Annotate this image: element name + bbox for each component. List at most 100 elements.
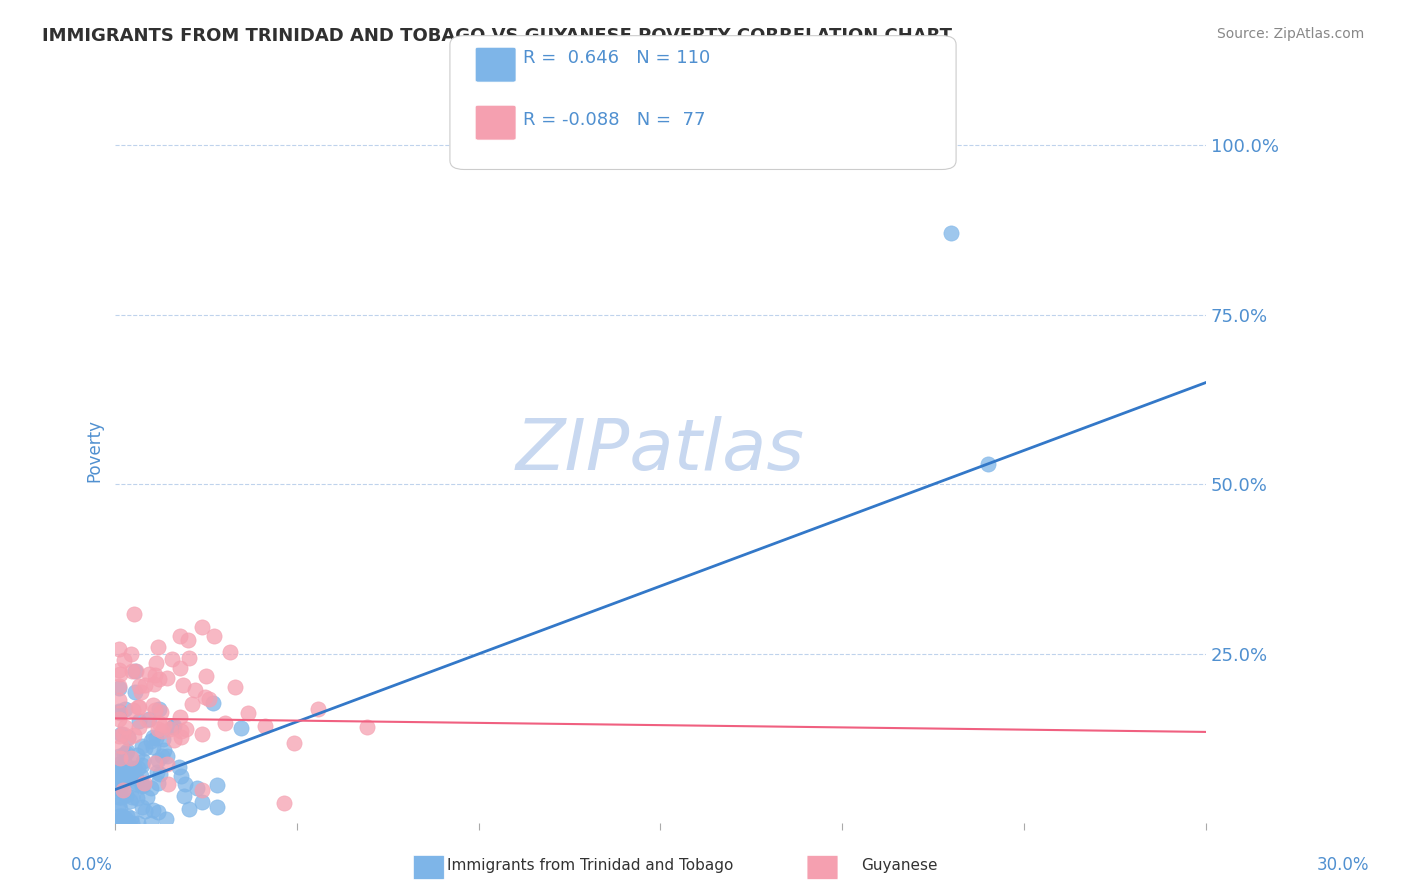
Point xyxy=(121,764,143,779)
Point xyxy=(107,681,129,695)
Point xyxy=(125,665,148,679)
Point xyxy=(218,645,240,659)
Point xyxy=(174,722,197,736)
Point xyxy=(150,705,173,719)
Point xyxy=(194,690,217,704)
Point xyxy=(139,781,162,796)
Point xyxy=(110,739,132,754)
Point xyxy=(273,796,295,810)
Y-axis label: Poverty: Poverty xyxy=(86,419,103,482)
Point xyxy=(156,749,179,764)
Point xyxy=(122,727,145,741)
Point xyxy=(107,679,129,693)
Point xyxy=(110,727,132,741)
Point xyxy=(214,715,236,730)
Point xyxy=(155,812,177,826)
Point xyxy=(108,802,131,816)
Point xyxy=(163,733,186,747)
Point xyxy=(127,761,149,775)
Point xyxy=(110,768,132,782)
Point xyxy=(107,790,129,805)
Point xyxy=(125,777,148,791)
Point xyxy=(224,680,246,694)
Point xyxy=(107,642,129,657)
Point xyxy=(120,794,142,808)
Point xyxy=(110,780,132,794)
Point xyxy=(128,720,150,734)
Point xyxy=(108,666,131,681)
Point xyxy=(131,739,153,753)
Point xyxy=(145,764,167,779)
Point xyxy=(150,723,173,738)
Point xyxy=(108,771,131,785)
Point xyxy=(143,677,166,691)
Point xyxy=(115,788,138,802)
Point xyxy=(146,805,169,819)
Point xyxy=(148,672,170,686)
Point xyxy=(107,761,129,775)
Point xyxy=(124,664,146,678)
Point xyxy=(110,816,132,830)
Point xyxy=(202,629,225,643)
Point xyxy=(107,729,129,743)
Point xyxy=(114,811,136,825)
Point xyxy=(179,802,201,816)
Point xyxy=(148,701,170,715)
Point xyxy=(194,669,217,683)
Point xyxy=(146,640,169,655)
Point xyxy=(254,719,277,733)
Point xyxy=(121,789,143,804)
Point xyxy=(177,651,200,665)
Text: Source: ZipAtlas.com: Source: ZipAtlas.com xyxy=(1216,27,1364,41)
Point xyxy=(107,816,129,830)
Point xyxy=(162,720,184,734)
Point xyxy=(107,816,129,830)
Point xyxy=(307,702,329,716)
Point xyxy=(107,749,129,764)
Point xyxy=(141,734,163,748)
Point xyxy=(107,814,129,829)
Point xyxy=(283,736,305,750)
Point xyxy=(108,757,131,772)
Point xyxy=(186,780,208,795)
Point xyxy=(169,710,191,724)
Point xyxy=(112,747,135,761)
Text: ZIPatlas: ZIPatlas xyxy=(516,416,804,485)
Point xyxy=(145,657,167,671)
Point xyxy=(135,713,157,727)
Point xyxy=(131,758,153,772)
Point xyxy=(107,693,129,707)
Text: 0.0%: 0.0% xyxy=(70,856,112,874)
Point xyxy=(941,227,963,241)
Text: Immigrants from Trinidad and Tobago: Immigrants from Trinidad and Tobago xyxy=(447,858,734,873)
Point xyxy=(134,741,156,756)
Text: R = -0.088   N =  77: R = -0.088 N = 77 xyxy=(523,112,706,129)
Point xyxy=(142,730,165,744)
Point xyxy=(231,722,253,736)
Point xyxy=(162,652,184,666)
Point xyxy=(184,683,207,698)
Point xyxy=(128,679,150,693)
Point xyxy=(132,775,155,789)
Point xyxy=(138,667,160,681)
Point xyxy=(128,700,150,714)
Point xyxy=(190,727,212,741)
Point xyxy=(108,759,131,773)
Point xyxy=(149,767,172,781)
Point xyxy=(115,744,138,758)
Point xyxy=(129,684,152,698)
Point xyxy=(138,712,160,726)
Point xyxy=(162,719,184,733)
Point xyxy=(174,777,197,791)
Point xyxy=(172,678,194,692)
Point xyxy=(198,691,221,706)
Point xyxy=(125,775,148,789)
Point xyxy=(111,769,134,783)
Point xyxy=(110,809,132,823)
Point xyxy=(115,770,138,784)
Point xyxy=(117,770,139,784)
Point xyxy=(145,667,167,681)
Point xyxy=(238,706,260,721)
Point xyxy=(107,777,129,791)
Point xyxy=(131,779,153,793)
